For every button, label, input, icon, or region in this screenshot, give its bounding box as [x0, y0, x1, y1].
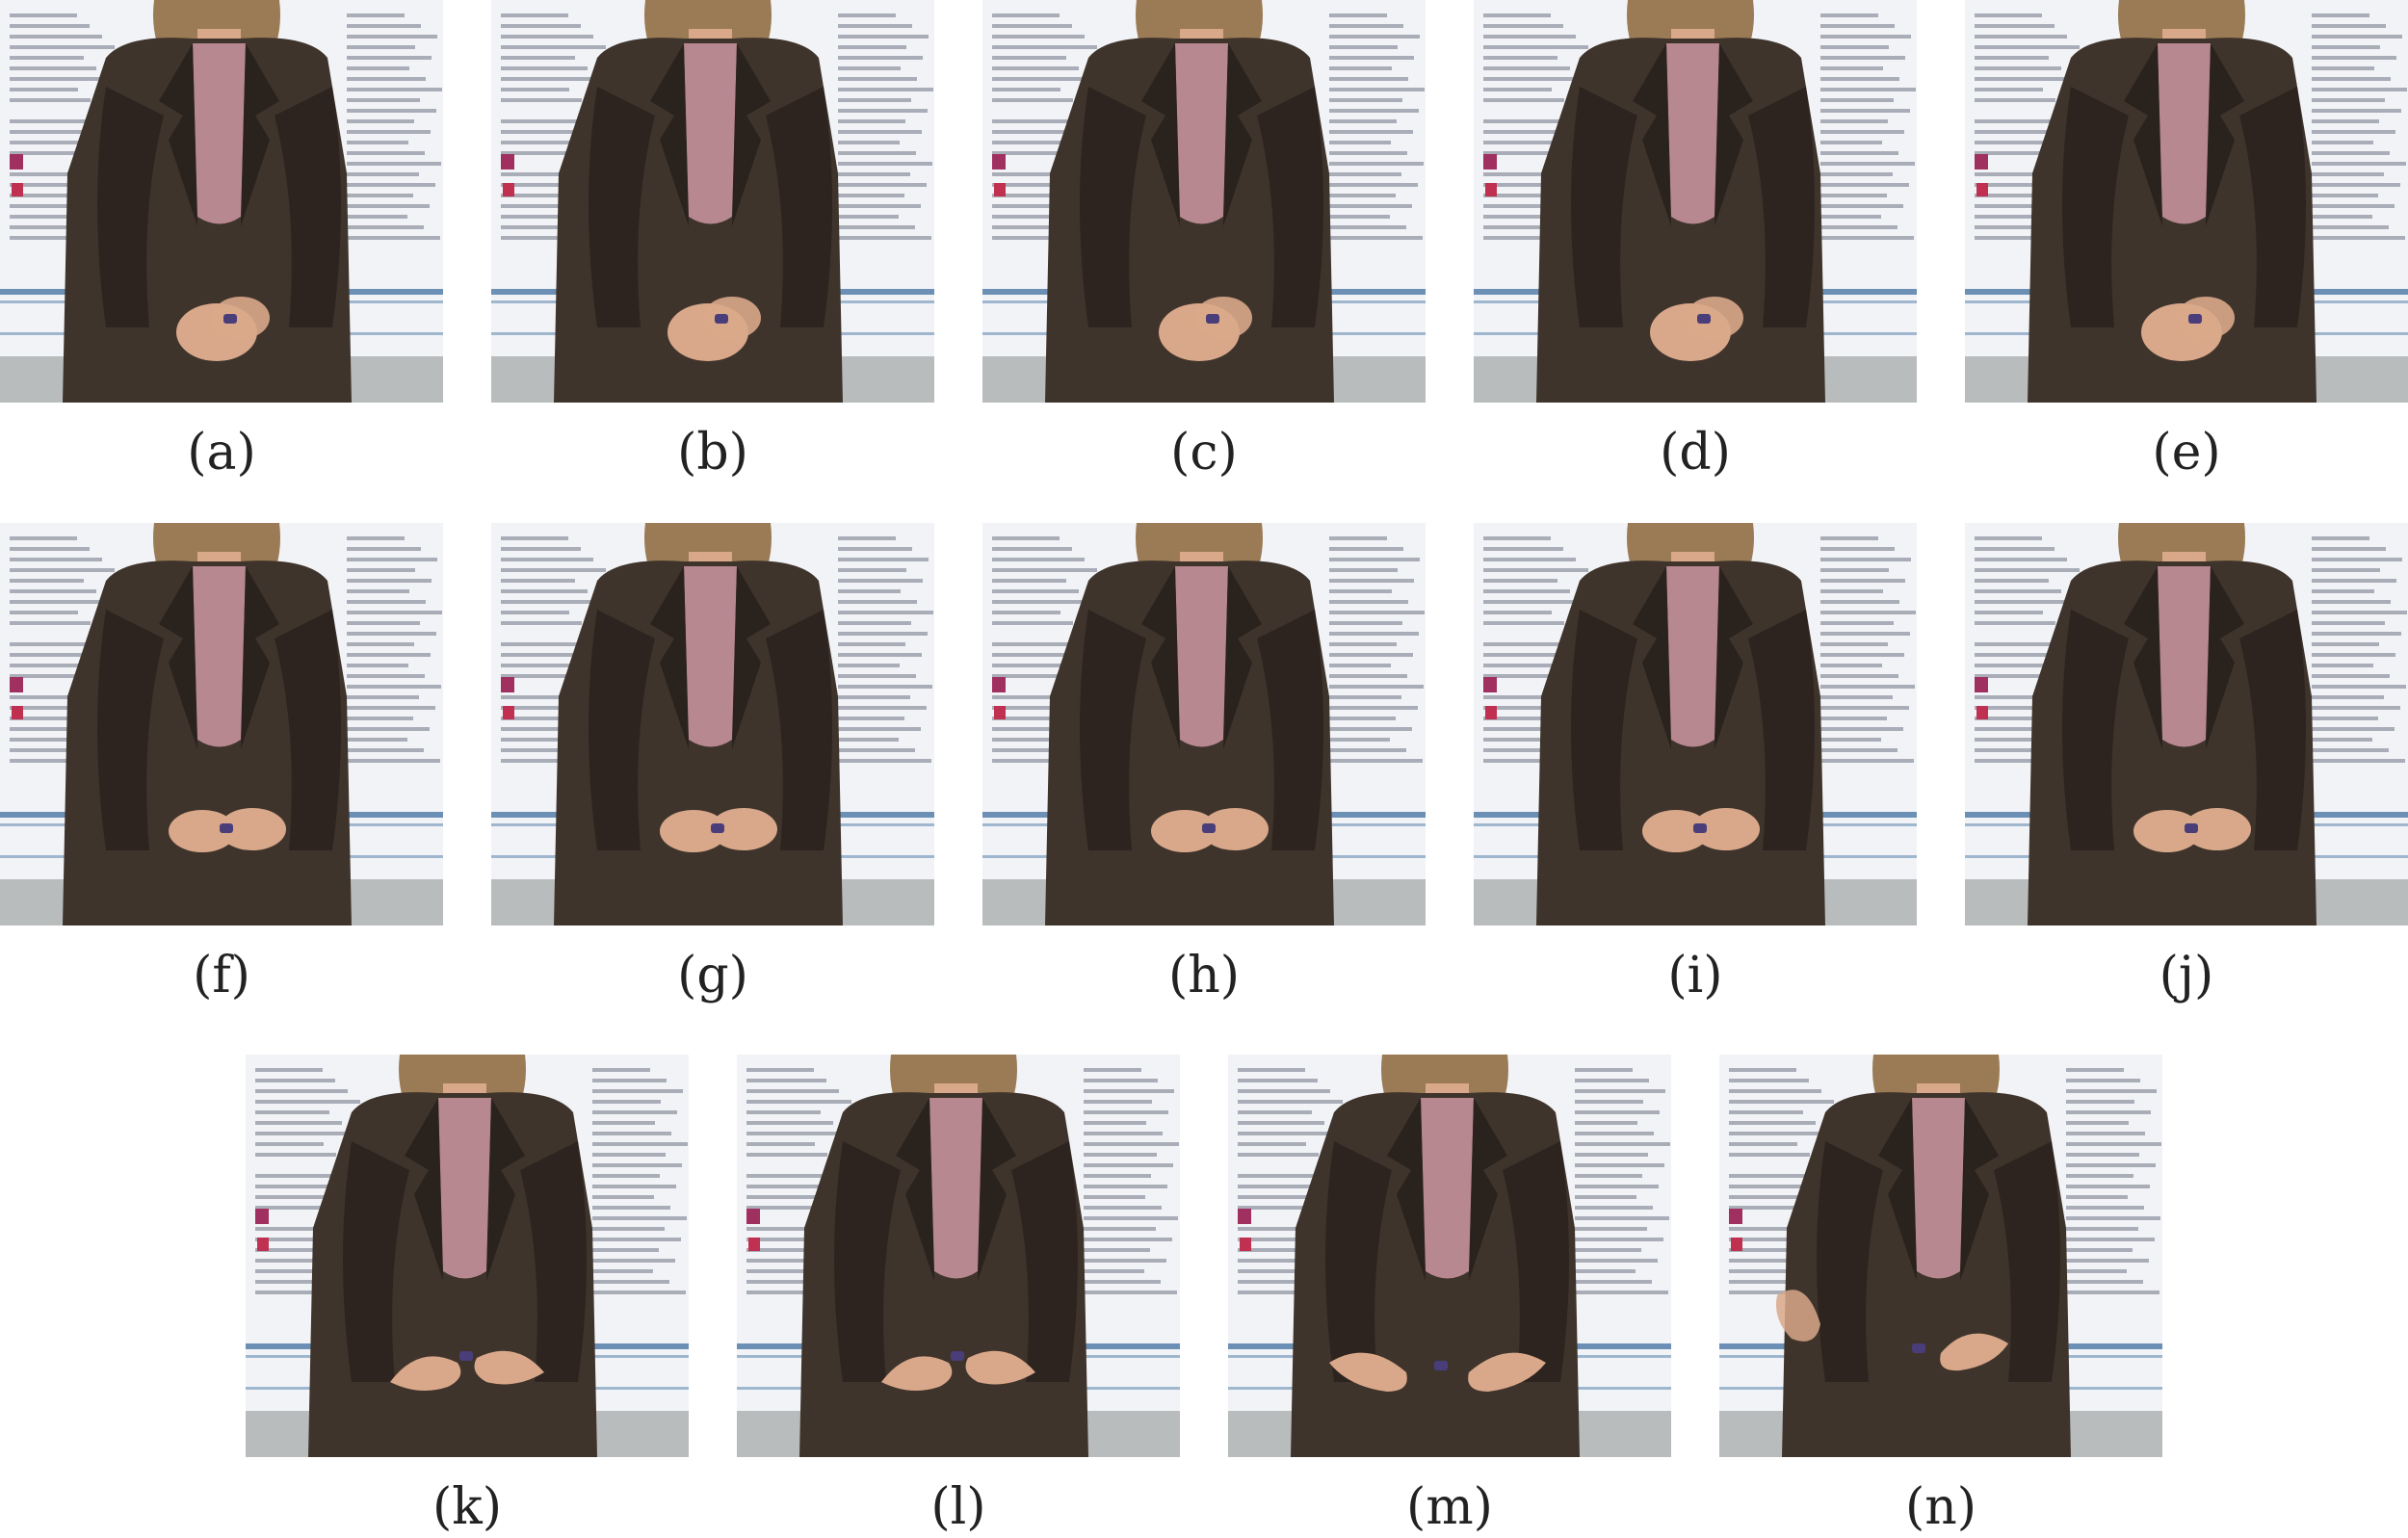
frame-illustration: [1719, 1055, 2162, 1457]
video-frame-image: [1474, 0, 1917, 403]
panel-caption: (l): [930, 1478, 986, 1536]
frame-panel: (j): [1965, 523, 2408, 1004]
frame-illustration: [0, 0, 443, 403]
panel-caption: (h): [1167, 947, 1241, 1004]
panel-caption: (g): [677, 947, 748, 1004]
panel-caption: (e): [2152, 424, 2221, 482]
video-frame-image: [246, 1055, 689, 1457]
frame-illustration: [982, 0, 1426, 403]
panel-caption: (n): [1904, 1478, 1977, 1536]
frame-panel: (g): [491, 523, 934, 1004]
panel-caption: (m): [1406, 1478, 1493, 1536]
video-frame-image: [982, 523, 1426, 925]
panel-caption: (c): [1170, 424, 1238, 482]
video-frame-image: [737, 1055, 1180, 1457]
frame-illustration: [1965, 0, 2408, 403]
frame-panel: (c): [982, 0, 1426, 482]
video-frame-image: [1965, 0, 2408, 403]
video-frame-image: [491, 0, 934, 403]
frame-panel: (b): [491, 0, 934, 482]
frame-panel: (a): [0, 0, 443, 482]
frame-illustration: [1474, 0, 1917, 403]
panel-caption: (b): [677, 424, 748, 482]
frame-illustration: [246, 1055, 689, 1457]
frame-illustration: [491, 523, 934, 925]
frame-panel: (e): [1965, 0, 2408, 482]
panel-caption: (d): [1660, 424, 1731, 482]
frame-panel: (f): [0, 523, 443, 1004]
video-frame-image: [982, 0, 1426, 403]
frame-panel: (h): [982, 523, 1426, 1004]
frame-panel: (m): [1228, 1055, 1671, 1536]
frame-illustration: [737, 1055, 1180, 1457]
frame-illustration: [0, 523, 443, 925]
panel-caption: (i): [1667, 947, 1723, 1004]
panel-caption: (f): [193, 947, 250, 1004]
frame-illustration: [982, 523, 1426, 925]
panel-caption: (j): [2159, 947, 2214, 1004]
video-frame-image: [0, 523, 443, 925]
frame-illustration: [1228, 1055, 1671, 1457]
video-frame-image: [1719, 1055, 2162, 1457]
frame-panel: (n): [1719, 1055, 2162, 1536]
frame-illustration: [1965, 523, 2408, 925]
frame-illustration: [1474, 523, 1917, 925]
video-frame-image: [0, 0, 443, 403]
frame-illustration: [491, 0, 934, 403]
panel-caption: (k): [432, 1478, 503, 1536]
video-frame-image: [1228, 1055, 1671, 1457]
frame-panel: (k): [246, 1055, 689, 1536]
panel-caption: (a): [187, 424, 256, 482]
frame-panel: (i): [1474, 523, 1917, 1004]
frame-panel: (d): [1474, 0, 1917, 482]
frame-panel: (l): [737, 1055, 1180, 1536]
video-frame-image: [491, 523, 934, 925]
video-frame-image: [1474, 523, 1917, 925]
video-frame-image: [1965, 523, 2408, 925]
